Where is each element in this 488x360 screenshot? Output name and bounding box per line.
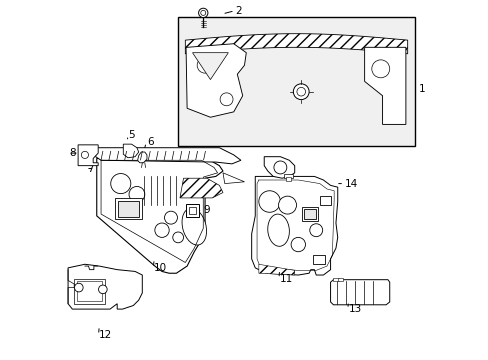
Circle shape <box>278 196 296 214</box>
Text: 6: 6 <box>147 138 153 147</box>
Circle shape <box>81 151 88 158</box>
Circle shape <box>99 285 107 294</box>
Circle shape <box>273 161 286 174</box>
Polygon shape <box>68 264 142 309</box>
Polygon shape <box>192 53 228 80</box>
Circle shape <box>74 283 83 292</box>
Circle shape <box>293 84 308 100</box>
Text: 5: 5 <box>128 130 134 140</box>
Ellipse shape <box>267 214 289 246</box>
Text: 14: 14 <box>344 179 357 189</box>
Circle shape <box>172 232 183 243</box>
Polygon shape <box>264 157 294 178</box>
Circle shape <box>129 186 144 202</box>
Bar <box>74 279 104 304</box>
Text: 7: 7 <box>86 163 93 174</box>
Text: 3: 3 <box>314 76 321 86</box>
Text: 4: 4 <box>335 30 342 40</box>
Bar <box>303 210 315 220</box>
Bar <box>284 174 292 178</box>
Bar <box>312 255 325 264</box>
Circle shape <box>220 93 233 106</box>
Bar <box>333 278 338 281</box>
Text: 1: 1 <box>418 84 424 94</box>
Circle shape <box>296 87 305 96</box>
Bar <box>118 201 139 217</box>
Circle shape <box>155 223 169 237</box>
Bar <box>337 278 343 281</box>
Circle shape <box>110 174 131 194</box>
Polygon shape <box>185 44 246 117</box>
Bar <box>319 196 330 205</box>
Bar <box>186 204 198 217</box>
Bar <box>77 281 102 301</box>
Text: 13: 13 <box>348 304 361 314</box>
Circle shape <box>164 211 177 224</box>
Polygon shape <box>251 176 337 275</box>
Circle shape <box>258 191 280 212</box>
Polygon shape <box>364 47 405 125</box>
Ellipse shape <box>182 208 206 245</box>
Bar <box>285 177 290 181</box>
Text: 11: 11 <box>279 274 292 284</box>
Polygon shape <box>258 264 294 275</box>
Polygon shape <box>180 178 223 198</box>
Polygon shape <box>330 280 389 305</box>
Bar <box>301 207 317 221</box>
Circle shape <box>371 60 389 78</box>
Circle shape <box>309 224 322 237</box>
Circle shape <box>290 237 305 252</box>
Polygon shape <box>78 145 98 166</box>
Bar <box>188 207 196 214</box>
Bar <box>178 17 414 146</box>
Circle shape <box>197 57 212 73</box>
Polygon shape <box>137 152 147 163</box>
Text: 8: 8 <box>69 148 75 158</box>
Text: 10: 10 <box>154 263 167 273</box>
Polygon shape <box>123 144 139 158</box>
Text: 2: 2 <box>235 6 242 16</box>
Circle shape <box>201 10 205 15</box>
Polygon shape <box>97 158 223 273</box>
Bar <box>115 198 142 220</box>
Polygon shape <box>185 34 407 54</box>
Text: 12: 12 <box>99 330 112 340</box>
Polygon shape <box>96 148 241 164</box>
Polygon shape <box>223 173 244 184</box>
Circle shape <box>198 8 207 18</box>
Text: 9: 9 <box>203 206 209 216</box>
